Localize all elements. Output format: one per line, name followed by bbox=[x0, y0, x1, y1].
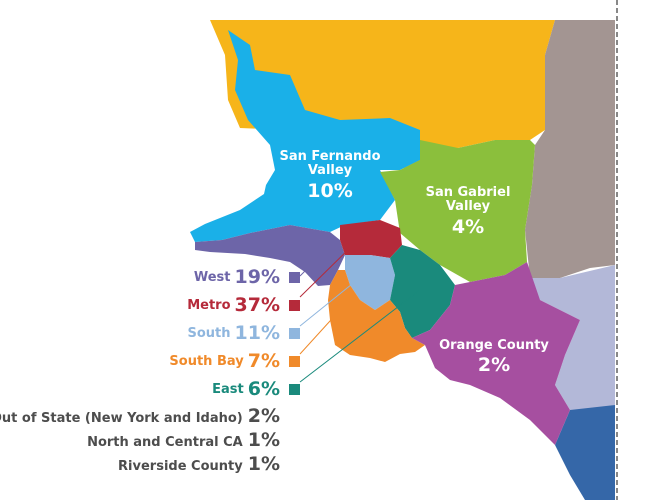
legend-name: Metro bbox=[187, 297, 231, 313]
legend-leader-lines bbox=[299, 239, 421, 383]
legend-name: South bbox=[187, 325, 231, 341]
region-percent: 2% bbox=[477, 354, 511, 377]
other-region-name: Riverside County bbox=[118, 459, 243, 474]
legend-swatch bbox=[289, 355, 300, 367]
legend-item-east: East 6% bbox=[212, 378, 300, 400]
south-blue-region bbox=[555, 405, 615, 500]
west-region bbox=[195, 225, 345, 286]
orange-county-region bbox=[412, 262, 580, 445]
legend-item-south-bay: South Bay 7% bbox=[169, 350, 300, 372]
region-name-line2: Valley bbox=[307, 163, 353, 179]
region-label-san-fernando-valley: San Fernando Valley 10% bbox=[270, 149, 390, 202]
leader-line-west bbox=[299, 257, 319, 277]
riverside-region bbox=[520, 265, 615, 410]
leader-line-east bbox=[299, 289, 421, 383]
other-region-name: Out of State (New York and Idaho) bbox=[0, 411, 243, 426]
other-region-percent: 2% bbox=[247, 405, 280, 427]
other-region-out-of-state: Out of State (New York and Idaho) 2% bbox=[0, 405, 280, 427]
other-region-name: North and Central CA bbox=[87, 435, 243, 450]
east-teal-region bbox=[390, 245, 455, 338]
legend-swatch bbox=[289, 299, 300, 311]
region-name-line1: San Fernando bbox=[279, 149, 381, 164]
legend-item-west: West 19% bbox=[194, 266, 300, 288]
san-fernando-valley-region bbox=[190, 30, 420, 242]
legend-percent: 6% bbox=[247, 378, 280, 400]
legend-item-south: South 11% bbox=[187, 322, 300, 344]
region-percent: 4% bbox=[451, 215, 485, 238]
region-percent: 10% bbox=[307, 179, 353, 202]
metro-region bbox=[340, 220, 402, 258]
region-name-line1: Orange County bbox=[439, 338, 549, 353]
leader-line-south-bay bbox=[299, 309, 341, 355]
legend-swatch bbox=[289, 383, 300, 395]
legend-percent: 37% bbox=[234, 294, 280, 316]
legend-name: West bbox=[193, 269, 231, 285]
legend-item-metro: Metro 37% bbox=[187, 294, 300, 316]
legend-swatch bbox=[289, 327, 300, 339]
east-region bbox=[525, 20, 615, 278]
legend-name: South Bay bbox=[169, 353, 244, 369]
north-region bbox=[210, 20, 555, 175]
other-region-north-central-ca: North and Central CA 1% bbox=[87, 429, 280, 451]
other-region-riverside-county: Riverside County 1% bbox=[118, 453, 280, 475]
leader-line-south bbox=[299, 275, 363, 327]
other-region-percent: 1% bbox=[247, 429, 280, 451]
legend-percent: 19% bbox=[234, 266, 280, 288]
region-name-line2: Valley bbox=[445, 199, 491, 215]
region-name-line1: San Gabriel bbox=[425, 185, 511, 200]
san-gabriel-valley-region bbox=[380, 140, 535, 282]
legend-name: East bbox=[212, 381, 244, 397]
south-bay-region bbox=[328, 270, 425, 362]
legend-swatch bbox=[289, 271, 300, 283]
legend-percent: 11% bbox=[234, 322, 280, 344]
leader-line-metro bbox=[299, 239, 359, 298]
region-label-orange-county: Orange County 2% bbox=[432, 338, 556, 377]
region-label-san-gabriel-valley: San Gabriel Valley 4% bbox=[418, 185, 518, 238]
legend-percent: 7% bbox=[247, 350, 280, 372]
other-region-percent: 1% bbox=[247, 453, 280, 475]
